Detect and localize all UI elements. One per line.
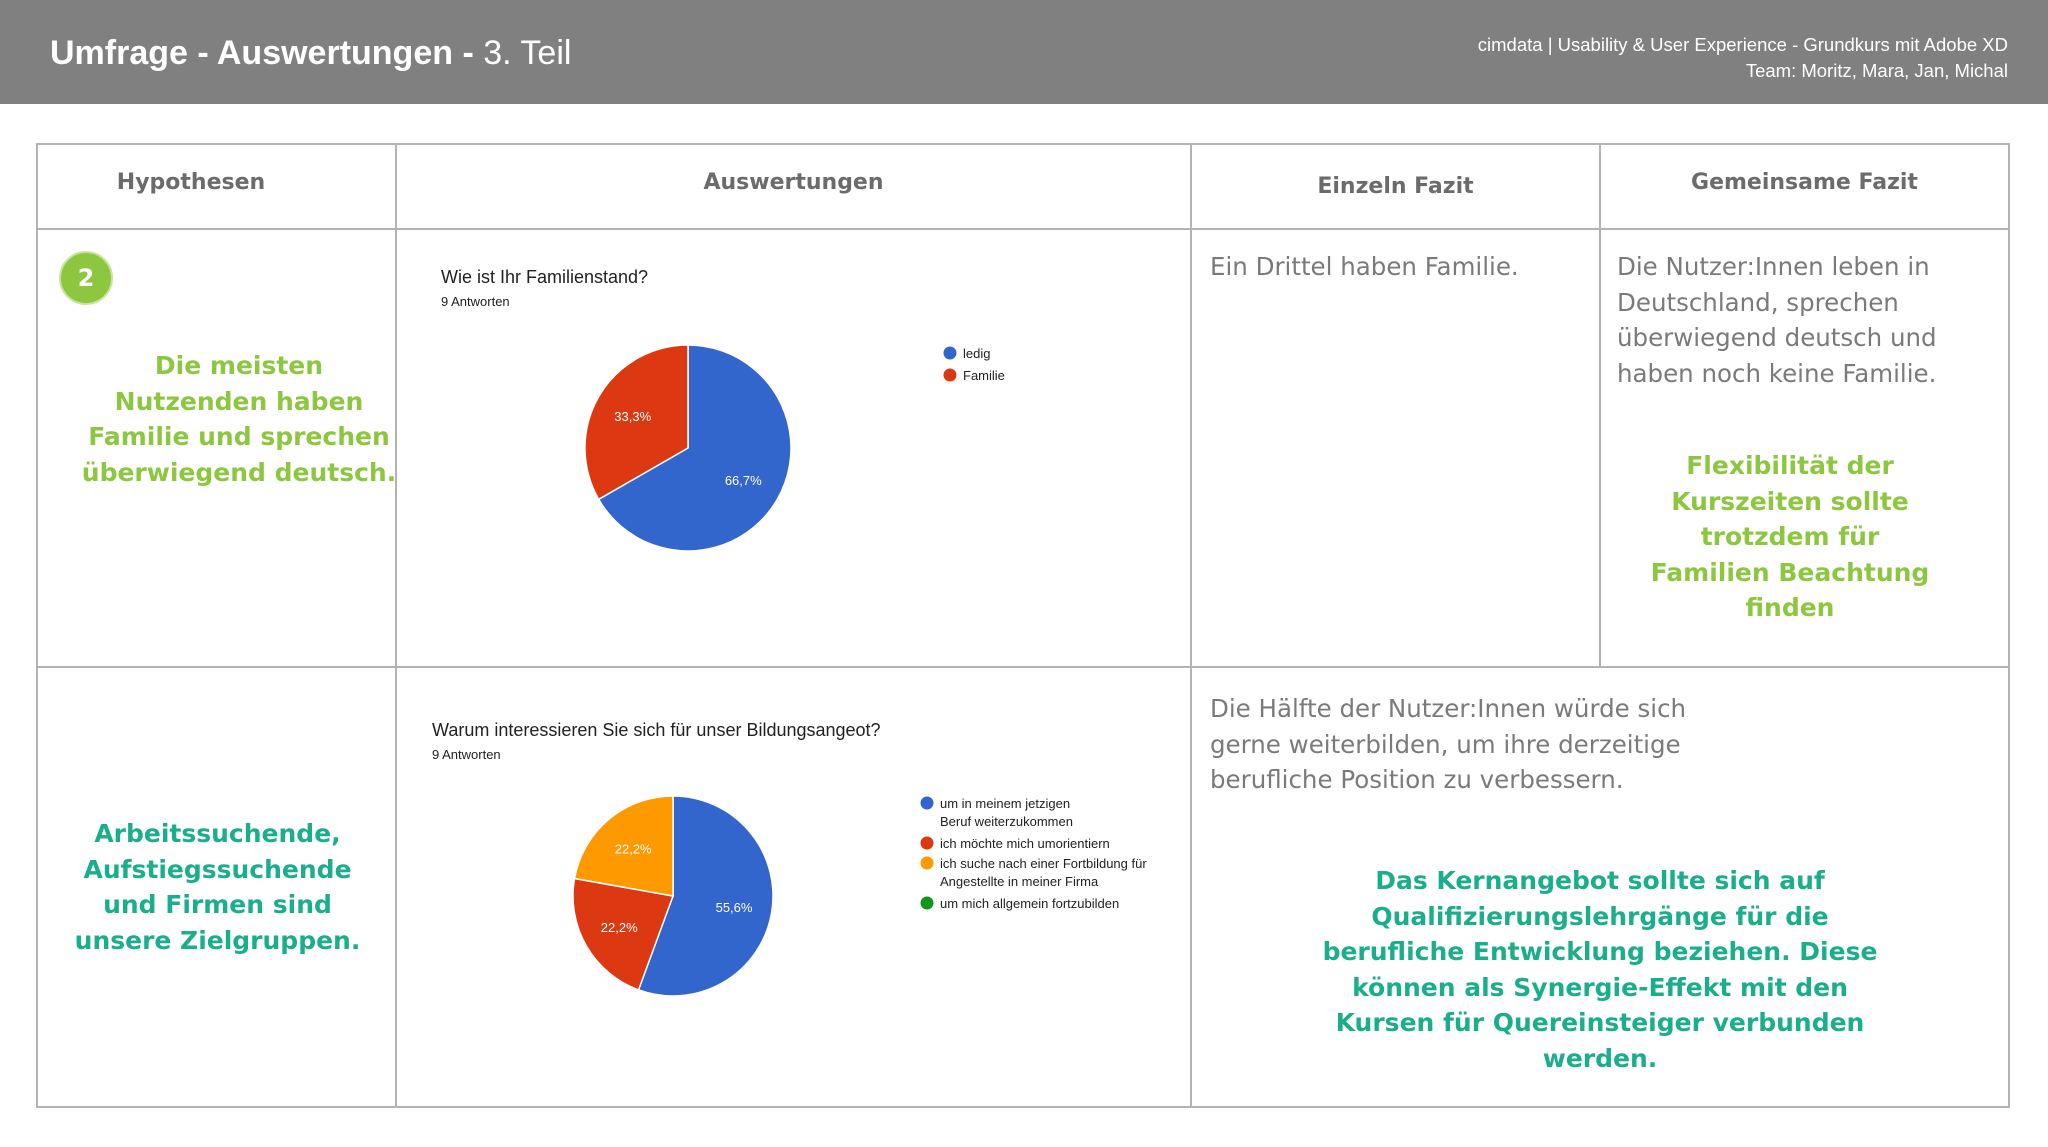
chart2-legend-label-1: ich möchte mich umorientiern xyxy=(940,836,1110,851)
chart2-legend-marker-1 xyxy=(920,836,934,850)
page-title-bold: Umfrage - Auswertungen - xyxy=(50,34,474,72)
chart1-slice-1 xyxy=(584,344,689,501)
chart1-subtitle: 9 Antworten xyxy=(441,294,510,309)
hypothesis-number-badge: 2 xyxy=(59,251,113,305)
chart2-legend-label-2: Angestellte in meiner Firma xyxy=(940,874,1099,889)
gemeinsame-fazit-highlight: Flexibilität der Kurszeiten sollte trotz… xyxy=(1650,451,1930,622)
chart2-slice-1 xyxy=(572,877,675,991)
chart2-subtitle: 9 Antworten xyxy=(432,747,501,762)
header-auswertungen: Auswertungen xyxy=(703,170,884,195)
header-hypothesen: Hypothesen xyxy=(116,170,266,195)
chart2-slice-label-0: 55,6% xyxy=(716,900,753,915)
chart1-title: Wie ist Ihr Familienstand? xyxy=(441,267,649,287)
chart2-legend-marker-0 xyxy=(920,796,934,810)
chart2-legend-label-0: Beruf weiterzukommen xyxy=(940,814,1073,829)
header-einzeln-fazit: Einzeln Fazit xyxy=(1317,174,1474,199)
header-gemeinsame-fazit: Gemeinsame Fazit xyxy=(1691,170,1918,195)
chart2-legend-label-2: ich suche nach einer Fortbildung für xyxy=(940,856,1147,871)
chart2-legend-marker-2 xyxy=(920,856,934,870)
course-line: cimdata | Usability & User Experience - … xyxy=(1477,34,2008,55)
page-title: Umfrage - Auswertungen - 3. Teil xyxy=(50,34,571,73)
chart1-slice-label-0: 66,7% xyxy=(725,473,762,488)
chart2-legend-marker-3 xyxy=(920,896,934,910)
einzeln-fazit-1: Ein Drittel haben Familie. xyxy=(1210,252,1519,281)
chart1-slice-0 xyxy=(597,344,792,552)
chart2-slice-label-2: 22,2% xyxy=(615,841,652,856)
chart1-legend-label-1: Familie xyxy=(963,368,1005,383)
chart1-legend-label-0: ledig xyxy=(963,346,990,361)
chart2-slice-2 xyxy=(573,795,674,897)
chart1-legend-marker-0 xyxy=(943,346,957,360)
fazit-2: Die Hälfte der Nutzer:Innen würde sich g… xyxy=(1210,694,1687,794)
chart1-legend-marker-1 xyxy=(943,368,957,382)
hypothesis-2: Die meisten Nutzenden haben Familie und … xyxy=(81,351,397,487)
chart2-slice-0 xyxy=(637,795,774,997)
chart2-legend-label-3: um mich allgemein fortzubilden xyxy=(940,896,1119,911)
hypothesis-3: Arbeitssuchende, Aufstiegssuchende und F… xyxy=(74,819,361,955)
chart1-slice-label-1: 33,3% xyxy=(614,409,651,424)
chart2-legend-label-0: um in meinem jetzigen xyxy=(940,796,1070,811)
header-info: cimdata | Usability & User Experience - … xyxy=(1478,32,2008,84)
page-title-rest: 3. Teil xyxy=(473,34,572,72)
fazit-2-highlight: Das Kernangebot sollte sich auf Qualifiz… xyxy=(1322,866,1878,1073)
header-bar: Umfrage - Auswertungen - 3. Teil cimdata… xyxy=(0,0,2048,104)
gemeinsame-fazit-1: Die Nutzer:Innen leben in Deutschland, s… xyxy=(1617,252,1937,388)
chart2-title: Warum interessieren Sie sich für unser B… xyxy=(432,720,881,740)
team-line: Team: Moritz, Mara, Jan, Michal xyxy=(1745,60,2008,81)
chart2-slice-label-1: 22,2% xyxy=(601,920,638,935)
